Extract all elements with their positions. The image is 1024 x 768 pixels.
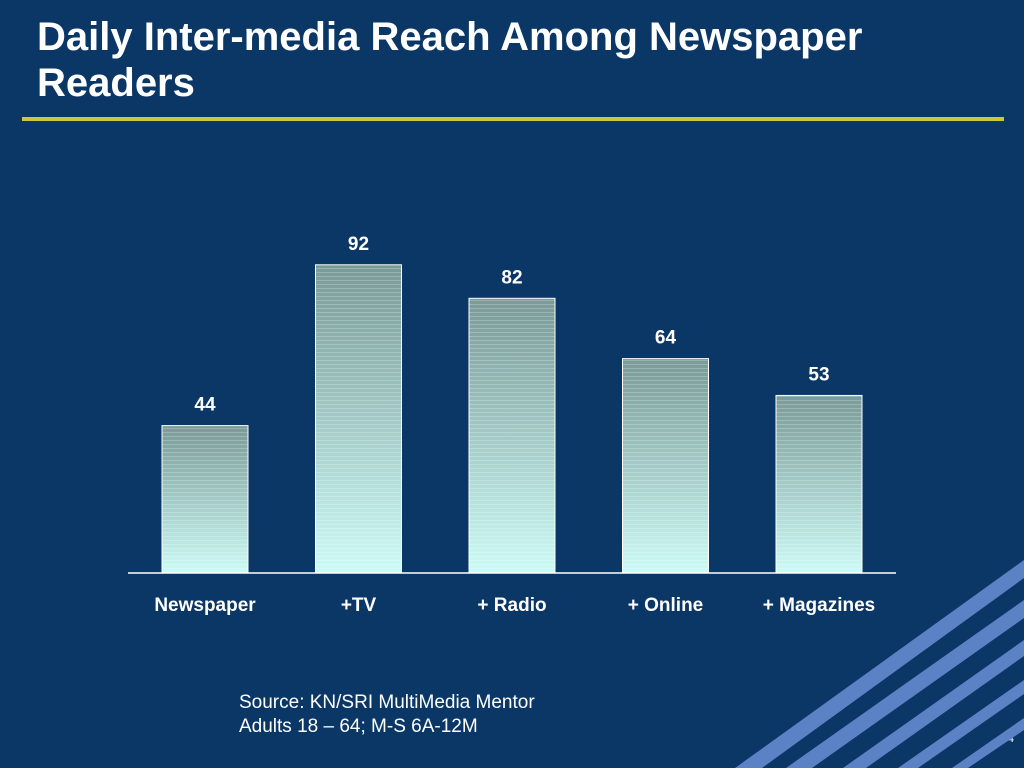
bar-texture-3 (622, 358, 709, 573)
bar-texture-4 (776, 395, 862, 573)
bar-texture-0 (162, 425, 248, 573)
decor-stripe-1 (786, 600, 1024, 768)
category-label-0: Newspaper (154, 595, 256, 616)
category-label-4: + Magazines (763, 595, 875, 616)
value-label-0: 44 (194, 395, 216, 416)
bar-texture-1 (315, 264, 402, 573)
category-label-2: + Radio (477, 595, 546, 616)
decor-stripe-0 (735, 560, 1024, 768)
title-divider (22, 117, 1004, 121)
bars-layer (161, 264, 863, 574)
value-label-1: 92 (348, 234, 369, 255)
value-label-3: 64 (655, 328, 677, 349)
decor-stripe-2 (843, 640, 1024, 768)
value-label-4: 53 (808, 364, 829, 385)
decor-layer (735, 560, 1024, 768)
category-labels-layer: Newspaper +TV + Radio + Online + Magazines (154, 595, 875, 616)
decor-stripe-3 (898, 680, 1024, 768)
value-label-2: 82 (501, 267, 522, 288)
category-label-3: + Online (628, 595, 704, 616)
source-note: Source: KN/SRI MultiMedia Mentor Adults … (239, 692, 535, 737)
decor-stripe-4 (952, 718, 1024, 768)
slide-title: Daily Inter-media Reach Among Newspaper … (37, 15, 863, 105)
category-label-1: +TV (341, 595, 377, 616)
value-labels-layer: 44 92 82 64 53 (194, 234, 829, 416)
bar-texture-2 (469, 298, 555, 573)
